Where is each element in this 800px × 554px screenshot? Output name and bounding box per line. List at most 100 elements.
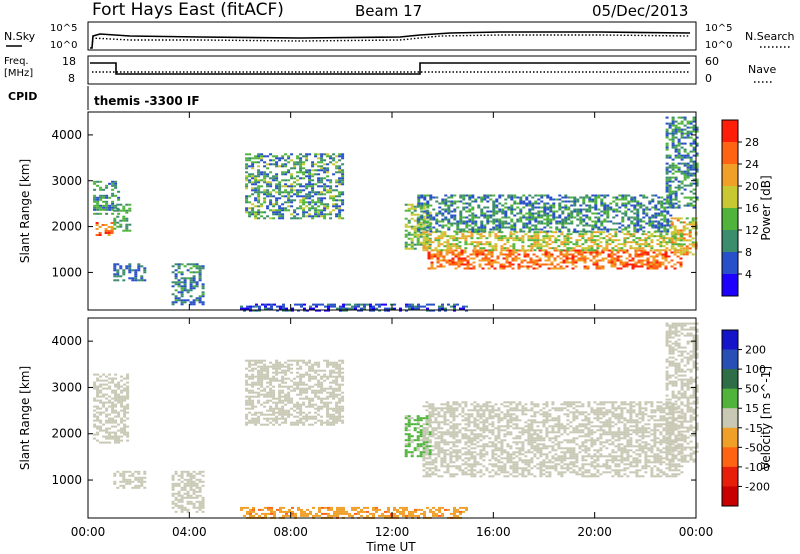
heatmap-cell [341,153,345,156]
heatmap-cell [461,447,465,450]
heatmap-cell [116,207,120,210]
heatmap-cell [452,407,456,410]
heatmap-cell [326,409,330,412]
heatmap-cell [284,165,288,168]
heatmap-cell [444,208,448,211]
heatmap-cell [302,359,306,362]
heatmap-cell [485,243,489,246]
heatmap-cell [491,249,495,252]
heatmap-cell [628,255,632,258]
heatmap-cell [578,245,582,248]
heatmap-cell [589,259,593,262]
heatmap-cell [117,190,121,193]
heatmap-cell [254,189,258,192]
heatmap-cell [505,265,509,268]
heatmap-cell [306,309,309,312]
heatmap-cell [302,213,306,216]
heatmap-cell [443,403,447,406]
heatmap-cell [195,263,199,266]
heatmap-cell [446,469,450,472]
heatmap-cell [657,230,661,233]
heatmap-cell [459,210,463,213]
heatmap-cell [602,231,606,234]
heatmap-cell [443,411,447,414]
heatmap-cell [195,482,199,485]
heatmap-cell [338,401,342,404]
heatmap-cell [563,235,567,238]
heatmap-cell [519,220,523,223]
heatmap-cell [266,185,270,188]
heatmap-cell [431,411,435,414]
heatmap-cell [251,161,255,164]
heatmap-cell [329,181,333,184]
heatmap-cell [255,305,258,308]
heatmap-cell [543,210,547,213]
heatmap-cell [670,259,674,262]
heatmap-cell [620,231,624,234]
heatmap-cell [332,197,336,200]
heatmap-cell [448,251,452,254]
heatmap-cell [583,259,587,262]
heatmap-cell [257,165,261,168]
heatmap-cell [594,220,598,223]
heatmap-cell [299,217,303,220]
heatmap-cell [335,203,339,206]
heatmap-cell [198,494,202,497]
heatmap-cell [490,251,494,254]
heatmap-cell [116,263,120,266]
heatmap-cell [323,183,327,186]
heatmap-cell [473,465,477,468]
heatmap-cell [338,363,342,366]
heatmap-cell [665,134,669,137]
heatmap-cell [528,202,532,205]
heatmap-cell [680,192,684,195]
heatmap-cell [252,305,255,308]
heatmap-cell [419,231,423,234]
heatmap-cell [407,429,411,432]
heatmap-cell [446,407,450,410]
heatmap-cell [613,259,617,262]
heatmap-cell [660,196,664,199]
heatmap-cell [527,235,531,238]
heatmap-cell [335,371,339,374]
heatmap-cell [407,243,411,246]
heatmap-cell [482,409,486,412]
heatmap-cell [177,267,181,270]
heatmap-cell [245,415,249,418]
heatmap-cell [464,463,468,466]
heatmap-cell [251,381,255,384]
heatmap-cell [281,203,285,206]
heatmap-cell [290,413,294,416]
heatmap-cell [311,417,315,420]
heatmap-cell [287,369,291,372]
heatmap-cell [174,273,178,276]
heatmap-cell [646,267,650,270]
heatmap-cell [689,164,693,167]
heatmap-cell [596,245,600,248]
heatmap-cell [674,166,678,169]
heatmap-cell [284,183,288,186]
heatmap-cell [254,381,258,384]
heatmap-cell [201,283,205,286]
heatmap-cell [562,255,566,258]
heatmap-cell [117,381,121,384]
heatmap-cell [108,401,112,404]
heatmap-cell [469,267,473,270]
heatmap-cell [670,245,674,248]
heatmap-cell [425,235,429,238]
heatmap-cell [688,235,692,238]
heatmap-cell [683,204,687,207]
heatmap-cell [299,381,303,384]
heatmap-cell [116,215,120,218]
heatmap-cell [269,195,273,198]
heatmap-cell [552,218,556,221]
heatmap-cell [501,226,505,229]
heatmap-cell [603,212,607,215]
heatmap-cell [284,185,288,188]
heatmap-cell [430,257,434,260]
heatmap-cell [263,401,267,404]
heatmap-cell [416,447,420,450]
heatmap-cell [93,196,97,199]
heatmap-cell [535,267,539,270]
heatmap-cell [477,226,481,229]
